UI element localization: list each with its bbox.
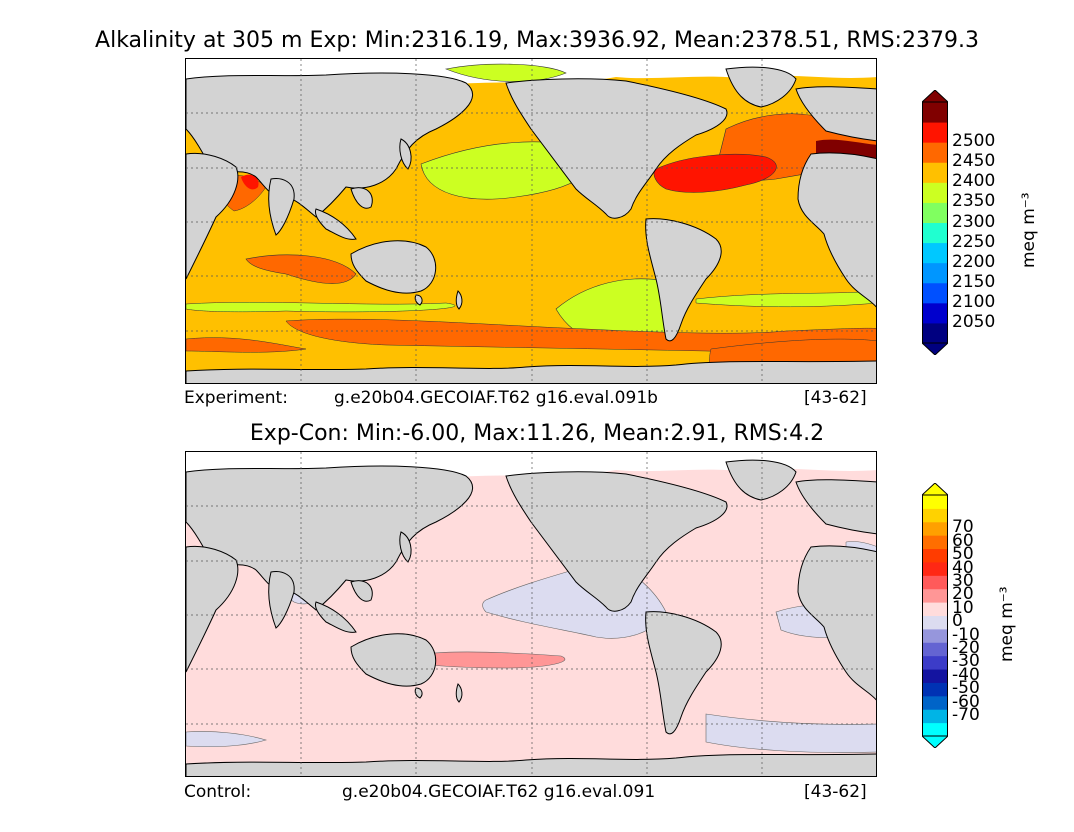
colorbar-tick-label: 2300 [952, 211, 996, 232]
colorbar-bin [922, 548, 948, 563]
top-caption-case: g.e20b04.GECOIAF.T62 g16.eval.091b [334, 388, 658, 408]
colorbar-bin [922, 142, 948, 163]
colorbar-bin [922, 222, 948, 244]
atlantic-high-region [653, 154, 777, 193]
bottom-units-label: meq m⁻³ [997, 586, 1017, 662]
colorbar-tick-label: 2500 [952, 131, 996, 152]
land-masses [186, 459, 876, 776]
bottom-colorbar [920, 482, 950, 749]
bottom-caption-years: [43-62] [804, 782, 867, 802]
colorbar-bin [922, 615, 948, 630]
colorbar-bin [922, 202, 948, 223]
colorbar-tick-label: 2400 [952, 171, 996, 192]
top-caption-label: Experiment: [184, 388, 288, 408]
colorbar-extend-max [920, 482, 950, 496]
colorbar-tick-label: 2250 [952, 231, 996, 252]
colorbar-tick-label: 30 [952, 571, 974, 592]
colorbar-tick-label: 2450 [952, 151, 996, 172]
colorbar-bin [922, 322, 948, 344]
colorbar-tick-label: -70 [952, 704, 980, 725]
colorbar-bin [922, 575, 948, 590]
colorbar-bin [922, 182, 948, 203]
colorbar-tick-label: 2100 [952, 291, 996, 312]
colorbar-tick-label: 60 [952, 530, 974, 551]
colorbar-bin [922, 602, 948, 616]
top-colorbar [920, 89, 950, 356]
colorbar-tick-label: 70 [952, 517, 974, 538]
bottom-map-title: Exp-Con: Min:-6.00, Max:11.26, Mean:2.91… [249, 421, 825, 446]
colorbar-bin [922, 695, 948, 710]
colorbar-bin [922, 282, 948, 304]
colorbar-bin [922, 508, 948, 523]
colorbar-bin [922, 262, 948, 284]
colorbar-bin [922, 521, 948, 536]
colorbar-bin [922, 302, 948, 324]
colorbar-bin [922, 588, 948, 603]
colorbar-bin [922, 162, 948, 183]
colorbar-extend-min [920, 735, 950, 749]
colorbar-tick-label: 2150 [952, 271, 996, 292]
bottom-caption-label: Control: [184, 782, 252, 802]
colorbar-tick-label: -10 [952, 624, 980, 645]
colorbar-bin [922, 561, 948, 576]
bottom-difference-map [185, 451, 877, 777]
colorbar-tick-label: -50 [952, 678, 980, 699]
colorbar-bin [922, 722, 948, 737]
colorbar-tick-label: 2200 [952, 251, 996, 272]
colorbar-tick-label: 0 [952, 611, 963, 632]
top-units-label: meq m⁻³ [1019, 192, 1039, 268]
colorbar-bin [922, 642, 948, 657]
colorbar-tick-label: 20 [952, 584, 974, 605]
colorbar-tick-label: 10 [952, 597, 974, 618]
bottom-caption-case: g.e20b04.GECOIAF.T62 g16.eval.091 [342, 782, 656, 802]
colorbar-tick-label: -60 [952, 691, 980, 712]
colorbar-bin [922, 682, 948, 697]
colorbar-tick-label: -30 [952, 651, 980, 672]
colorbar-bin [922, 709, 948, 724]
land-masses [186, 66, 876, 383]
colorbar-extend-min [920, 342, 950, 356]
colorbar-bin [922, 655, 948, 670]
colorbar-bin [922, 669, 948, 683]
top-caption-years: [43-62] [804, 388, 867, 408]
colorbar-bin [922, 495, 948, 509]
colorbar-bin [922, 102, 948, 123]
graticule [186, 59, 876, 383]
colorbar-extend-max [920, 89, 950, 103]
colorbar-tick-label: -20 [952, 637, 980, 658]
colorbar-bin [922, 242, 948, 264]
colorbar-tick-label: 50 [952, 544, 974, 565]
colorbar-bin [922, 535, 948, 550]
colorbar-tick-label: 40 [952, 557, 974, 578]
top-map-title: Alkalinity at 305 m Exp: Min:2316.19, Ma… [95, 28, 979, 53]
colorbar-bin [922, 628, 948, 643]
colorbar-tick-label: 2050 [952, 311, 996, 332]
colorbar-tick-label: 2350 [952, 191, 996, 212]
top-alkalinity-map [185, 58, 877, 384]
colorbar-bin [922, 122, 948, 143]
positive-anomaly-region [423, 651, 566, 669]
graticule [186, 452, 876, 776]
colorbar-tick-label: -40 [952, 664, 980, 685]
